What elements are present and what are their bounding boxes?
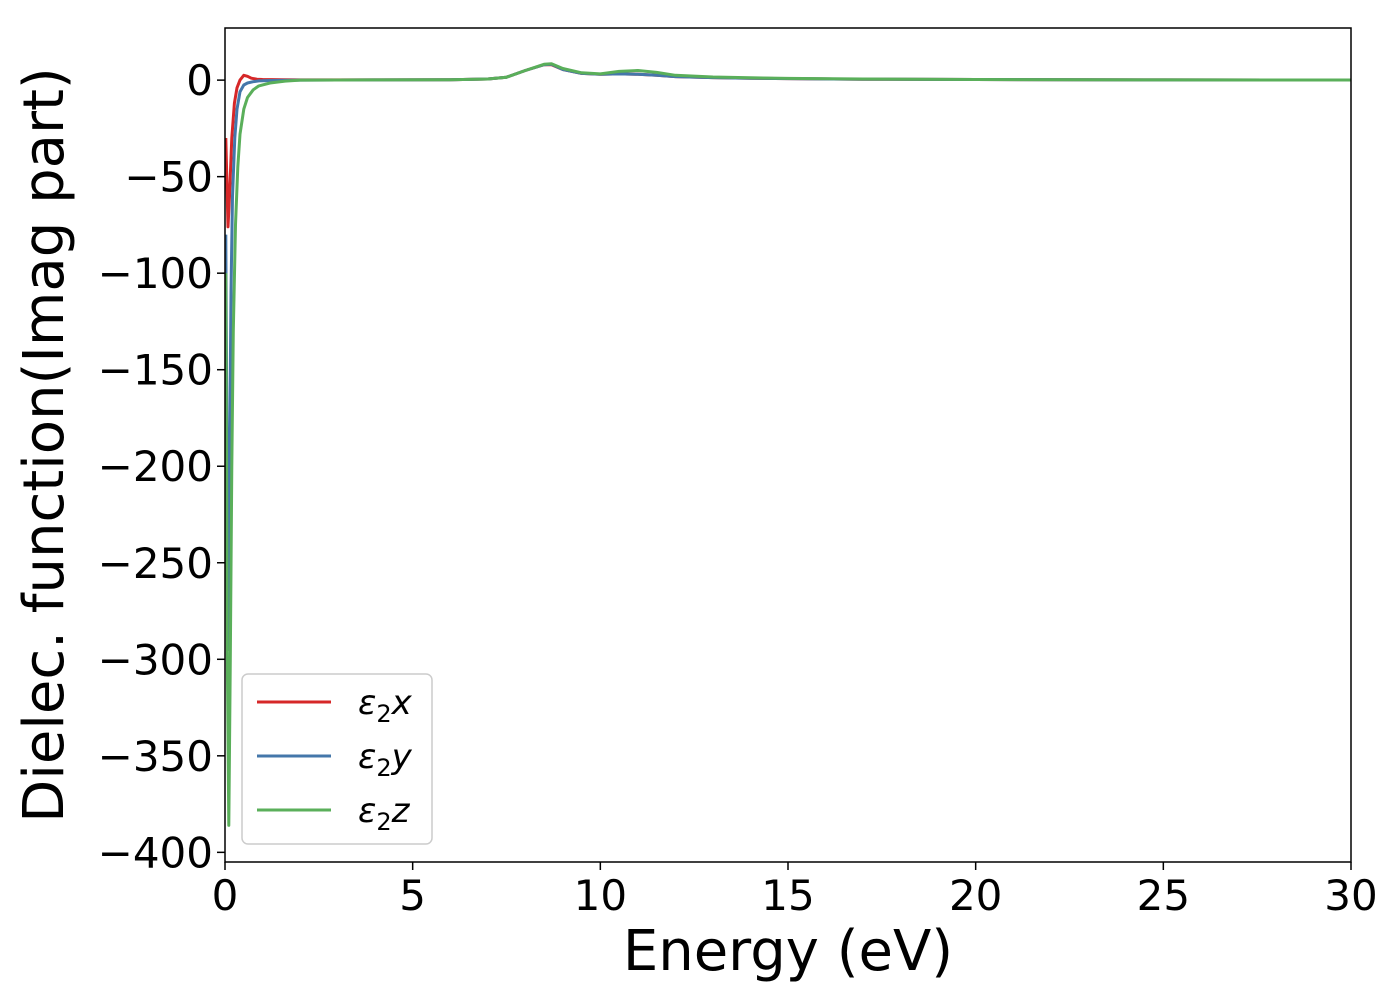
legend-box xyxy=(241,673,433,845)
y-axis: 0 −50 −100 −150 −200 −250 −300 −350 −400 xyxy=(98,56,225,877)
y-tick-label: −200 xyxy=(98,442,213,491)
y-tick-label: −50 xyxy=(124,153,213,202)
legend-label-x: ε2x xyxy=(358,683,413,728)
legend: ε2x ε2y ε2z xyxy=(241,673,433,845)
y-tick-label: −150 xyxy=(98,346,213,395)
x-tick-label: 25 xyxy=(1137,871,1190,920)
legend-label-z: ε2z xyxy=(358,791,411,836)
x-tick-label: 0 xyxy=(212,871,239,920)
y-tick-label: −250 xyxy=(98,539,213,588)
legend-entries: ε2x ε2y ε2z xyxy=(257,683,413,836)
y-tick-label: 0 xyxy=(186,56,213,105)
x-tick-label: 30 xyxy=(1324,871,1377,920)
x-tick-label: 10 xyxy=(574,871,627,920)
y-tick-label: −400 xyxy=(98,828,213,877)
x-axis: 0 5 10 15 20 25 30 xyxy=(212,862,1378,920)
x-tick-label: 5 xyxy=(399,871,426,920)
y-tick-label: −350 xyxy=(98,732,213,781)
y-tick-label: −100 xyxy=(98,249,213,298)
y-axis-title: Dielec. function(Imag part) xyxy=(12,67,77,823)
x-tick-label: 15 xyxy=(761,871,814,920)
series-layer xyxy=(225,62,1351,827)
y-tick-label: −300 xyxy=(98,635,213,684)
series-line-z xyxy=(225,62,1351,827)
x-tick-label: 20 xyxy=(949,871,1002,920)
legend-label-y: ε2y xyxy=(358,737,413,782)
x-axis-title: Energy (eV) xyxy=(623,919,953,984)
